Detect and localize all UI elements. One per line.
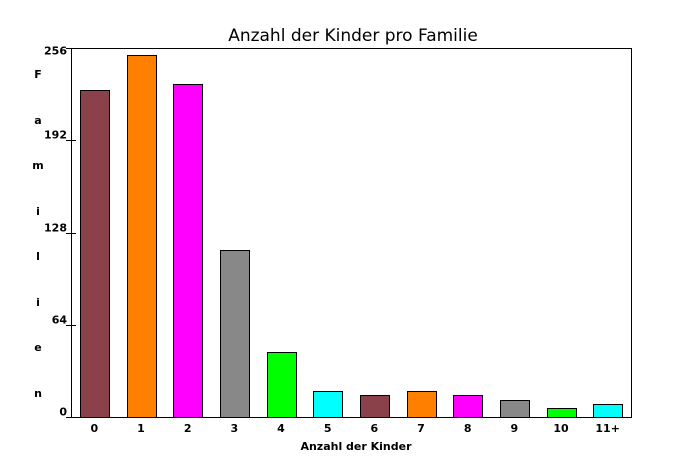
bar-3 bbox=[220, 250, 250, 418]
bar-2 bbox=[173, 84, 203, 418]
y-axis-label-letter: a bbox=[34, 114, 41, 127]
x-tick-label: 8 bbox=[464, 422, 472, 435]
y-axis-label-letter: i bbox=[36, 296, 40, 309]
y-axis-label-letter: n bbox=[34, 387, 42, 400]
y-tick-label: 256 bbox=[44, 45, 67, 58]
x-tick-label: 6 bbox=[371, 422, 379, 435]
y-tick-label: 192 bbox=[44, 129, 67, 142]
x-tick-label: 7 bbox=[417, 422, 425, 435]
y-tick-label: 128 bbox=[44, 222, 67, 235]
bar-1 bbox=[127, 55, 157, 418]
x-tick-label: 2 bbox=[184, 422, 192, 435]
bar-6 bbox=[360, 395, 390, 418]
bar-4 bbox=[267, 352, 297, 418]
x-tick-label: 1 bbox=[137, 422, 145, 435]
y-axis-label-letter: i bbox=[36, 205, 40, 218]
y-tick-label: 64 bbox=[52, 314, 68, 327]
x-axis: 0 1 2 3 4 5 6 7 8 9 10 11+ bbox=[91, 422, 620, 435]
y-tick-label: 0 bbox=[59, 406, 67, 419]
y-axis-label-letter: F bbox=[34, 68, 42, 81]
x-tick-label: 4 bbox=[277, 422, 285, 435]
chart-title: Anzahl der Kinder pro Familie bbox=[228, 26, 478, 46]
bars-group bbox=[80, 55, 623, 418]
bar-0 bbox=[80, 90, 110, 418]
y-axis-label-letter: e bbox=[34, 341, 41, 354]
x-axis-label: Anzahl der Kinder bbox=[300, 440, 412, 453]
x-tick-label: 0 bbox=[91, 422, 99, 435]
x-tick-label: 9 bbox=[511, 422, 519, 435]
y-axis: 0 64 128 192 256 bbox=[44, 45, 76, 419]
y-axis-label: Fa m i l i e n bbox=[32, 68, 43, 400]
x-tick-label: 11+ bbox=[595, 422, 620, 435]
bar-8 bbox=[453, 395, 483, 418]
y-axis-label-letter: l bbox=[36, 250, 40, 263]
x-tick-label: 3 bbox=[231, 422, 239, 435]
y-axis-label-letter: m bbox=[32, 159, 43, 172]
bar-10 bbox=[547, 408, 577, 418]
x-tick-label: 10 bbox=[553, 422, 569, 435]
bar-9 bbox=[500, 400, 530, 418]
x-tick-label: 5 bbox=[324, 422, 332, 435]
bar-5 bbox=[313, 391, 343, 418]
bar-7 bbox=[407, 391, 437, 418]
bar-11+ bbox=[593, 404, 623, 418]
